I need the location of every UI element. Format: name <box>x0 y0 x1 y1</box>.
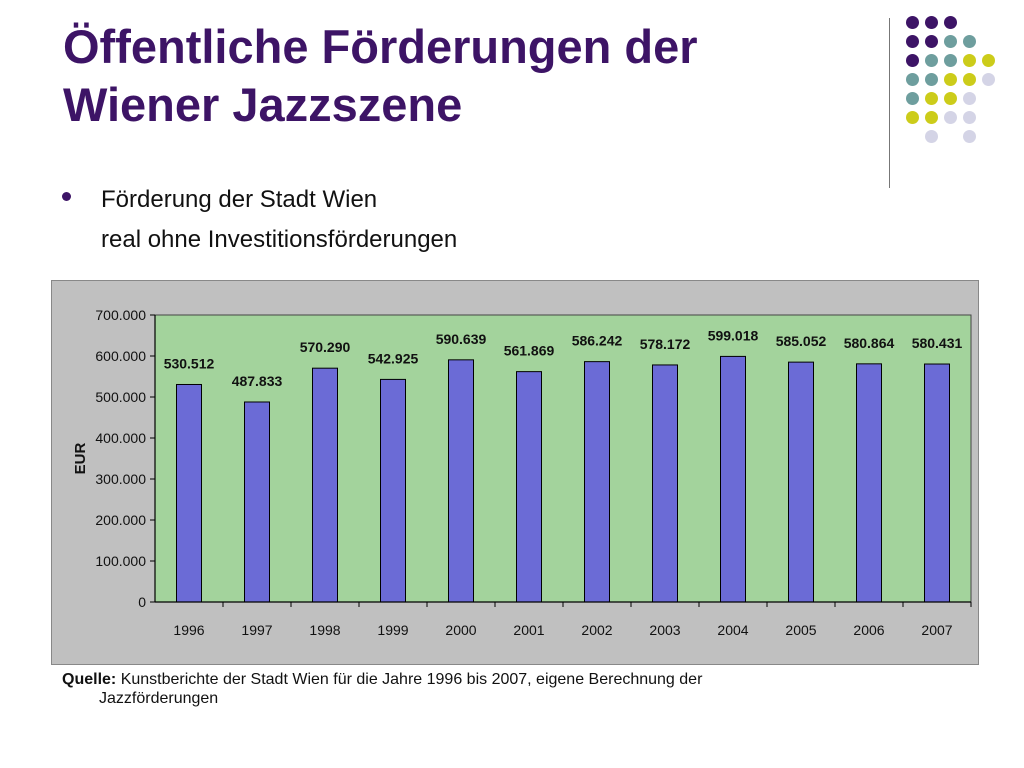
y-tick-label: 0 <box>138 594 146 610</box>
decorative-dot <box>963 111 976 124</box>
decorative-dot <box>906 35 919 48</box>
decorative-dot <box>906 73 919 86</box>
decorative-dot <box>925 130 938 143</box>
decorative-dot-grid <box>896 14 1016 174</box>
decorative-dot <box>925 92 938 105</box>
data-label: 580.431 <box>912 335 963 351</box>
y-tick-label: 300.000 <box>95 471 146 487</box>
bar-chart: 0 100.000 200.000 300.000 400.000 500.000 600.… <box>72 307 972 638</box>
decorative-dot <box>906 16 919 29</box>
bullet-line-2: real ohne Investitionsförderungen <box>101 226 458 253</box>
plot-area <box>154 314 972 603</box>
decorative-dot <box>906 111 919 124</box>
y-tick-label: 100.000 <box>95 553 146 569</box>
bar <box>856 363 882 603</box>
decorative-dot <box>944 111 957 124</box>
data-label: 561.869 <box>504 343 555 359</box>
y-tick-label: 500.000 <box>95 389 146 405</box>
bar <box>516 371 542 603</box>
bar <box>788 361 814 603</box>
decorative-dot <box>944 73 957 86</box>
bar <box>312 367 338 603</box>
bar <box>584 361 610 603</box>
bar <box>924 363 950 603</box>
data-label: 585.052 <box>776 333 827 349</box>
title-divider <box>889 18 890 188</box>
y-tick-label: 400.000 <box>95 430 146 446</box>
decorative-dot <box>944 16 957 29</box>
x-tick-label: 2001 <box>513 622 544 638</box>
x-tick-label: 2002 <box>581 622 612 638</box>
y-tick-label: 600.000 <box>95 348 146 364</box>
slide-title-line-2: Wiener Jazzszene <box>63 78 463 131</box>
decorative-dot <box>925 35 938 48</box>
decorative-dot <box>963 54 976 67</box>
bullet-line-1: Förderung der Stadt Wien <box>101 186 378 213</box>
decorative-dot <box>925 111 938 124</box>
slide-title-line-1: Öffentliche Förderungen der <box>63 20 698 73</box>
data-label: 487.833 <box>232 373 283 389</box>
y-tick-label: 700.000 <box>95 307 146 323</box>
bar <box>448 359 474 603</box>
data-label: 586.242 <box>572 333 623 349</box>
decorative-dot <box>963 35 976 48</box>
decorative-dot <box>925 54 938 67</box>
decorative-dot <box>982 73 995 86</box>
chart-panel: 0 100.000 200.000 300.000 400.000 500.000 600.… <box>51 280 979 665</box>
x-tick-label: 1998 <box>309 622 340 638</box>
y-tick-label: 200.000 <box>95 512 146 528</box>
decorative-dot <box>963 92 976 105</box>
bar <box>176 383 202 603</box>
data-label: 530.512 <box>164 355 215 371</box>
data-label: 590.639 <box>436 331 487 347</box>
decorative-dot <box>963 130 976 143</box>
decorative-dot <box>944 92 957 105</box>
x-tick-label: 2003 <box>649 622 680 638</box>
x-tick-label: 2004 <box>717 622 748 638</box>
source-label: Quelle: <box>62 671 117 688</box>
y-axis-label: EUR <box>72 442 89 474</box>
decorative-dot <box>906 92 919 105</box>
bullet-icon <box>62 192 71 201</box>
decorative-dot <box>963 73 976 86</box>
decorative-dot <box>982 54 995 67</box>
slide-title: Öffentliche Förderungen der Wiener Jazzs… <box>63 18 853 134</box>
bar <box>380 378 406 603</box>
decorative-dot <box>925 73 938 86</box>
data-label: 578.172 <box>640 336 691 352</box>
x-tick-label: 2006 <box>853 622 884 638</box>
bar <box>244 401 270 603</box>
x-tick-label: 2007 <box>921 622 952 638</box>
decorative-dot <box>925 16 938 29</box>
decorative-dot <box>944 54 957 67</box>
source-text-continued: Jazzförderungen <box>99 690 219 707</box>
bar <box>720 355 746 603</box>
x-tick-label: 1999 <box>377 622 408 638</box>
bar <box>652 364 678 603</box>
data-label: 570.290 <box>300 339 351 355</box>
x-tick-label: 2005 <box>785 622 816 638</box>
data-label: 599.018 <box>708 327 759 343</box>
source-note: Quelle: Kunstberichte der Stadt Wien für… <box>62 670 882 708</box>
bullet-item: Förderung der Stadt Wien real ohne Inves… <box>101 180 457 260</box>
data-label: 542.925 <box>368 350 419 366</box>
decorative-dot <box>944 35 957 48</box>
x-tick-label: 1996 <box>173 622 204 638</box>
x-tick-label: 1997 <box>241 622 272 638</box>
decorative-dot <box>906 54 919 67</box>
data-label: 580.864 <box>844 335 895 351</box>
source-text: Kunstberichte der Stadt Wien für die Jah… <box>120 671 703 688</box>
x-tick-label: 2000 <box>445 622 476 638</box>
